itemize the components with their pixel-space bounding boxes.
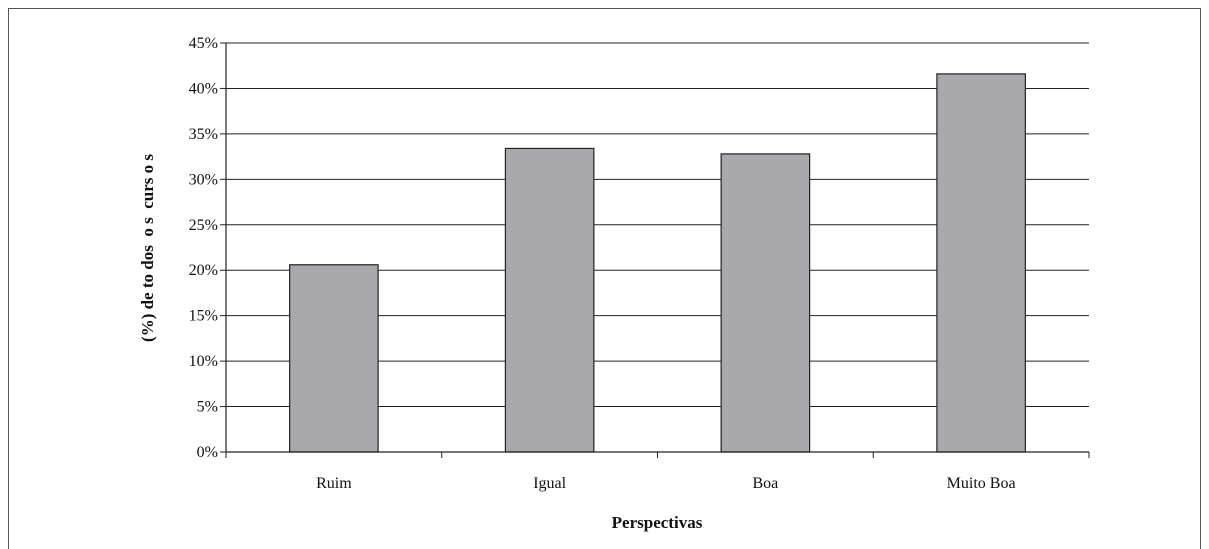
- x-tick-label: Ruim: [316, 475, 352, 492]
- y-tick-label: 15%: [189, 308, 218, 325]
- y-tick-label: 5%: [197, 399, 218, 416]
- y-axis-title: (%) de to dos o s curs o s: [138, 154, 157, 342]
- x-tick-label: Igual: [533, 475, 566, 492]
- bars: [289, 73, 1026, 453]
- y-tick-labels: 0% 5% 10% 15% 20% 25% 30% 35% 40% 45%: [189, 35, 218, 461]
- bar: [289, 264, 379, 453]
- bar: [504, 147, 595, 453]
- bar: [936, 73, 1026, 453]
- x-tick-labels: Ruim Igual Boa Muito Boa: [316, 475, 1015, 492]
- figure-frame: [8, 8, 1201, 549]
- x-axis-title: Perspectivas: [612, 513, 703, 532]
- x-tick-label: Boa: [752, 475, 778, 492]
- x-tick-label: Muito Boa: [947, 475, 1016, 492]
- y-tick-label: 35%: [189, 126, 218, 143]
- bar: [720, 153, 811, 453]
- y-tick-label: 40%: [189, 80, 218, 97]
- y-tick-label: 30%: [189, 171, 218, 188]
- y-tick-label: 0%: [197, 444, 218, 461]
- axes: [220, 42, 1090, 458]
- y-tick-label: 20%: [189, 262, 218, 279]
- y-tick-label: 25%: [189, 217, 218, 234]
- y-tick-label: 45%: [189, 35, 218, 52]
- y-tick-label: 10%: [189, 353, 218, 370]
